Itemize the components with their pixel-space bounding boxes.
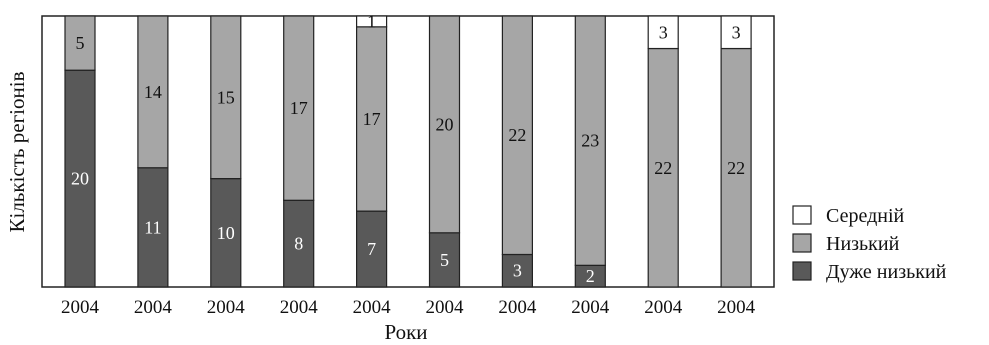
- bar-data-label: 17: [290, 98, 308, 118]
- bar-data-label: 2: [586, 266, 595, 286]
- bar-data-label: 15: [217, 87, 235, 107]
- bar-segment: [283, 199, 315, 288]
- bar-segment: [356, 26, 388, 212]
- legend-label: Середній: [826, 205, 905, 227]
- bar-data-label: 20: [71, 169, 89, 189]
- legend: Середній Низький Дуже низький: [792, 205, 947, 283]
- bar-data-label: 7: [367, 239, 376, 259]
- bar-segment: [501, 15, 533, 256]
- bar-data-label: 3: [513, 261, 522, 281]
- x-tick-label: 2004: [134, 297, 173, 318]
- bar-segment: [356, 210, 388, 288]
- bar-segment: [64, 15, 96, 71]
- bar-data-label: 3: [659, 22, 668, 42]
- bar-segment: [210, 15, 242, 180]
- plot-frame: [41, 15, 775, 288]
- x-tick-label: 2004: [717, 297, 756, 318]
- bar-data-label: 5: [76, 33, 85, 53]
- bar-data-label: 20: [436, 114, 454, 134]
- bar-segment: [574, 15, 606, 266]
- x-tick-label: 2004: [498, 297, 537, 318]
- legend-label: Низький: [826, 233, 900, 255]
- y-axis-label: Кількість регіонів: [5, 71, 29, 232]
- x-axis-label: Роки: [384, 320, 427, 344]
- bar-segment: [647, 15, 679, 50]
- x-tick-label: 2004: [426, 297, 465, 318]
- x-tick-label: 2004: [207, 297, 246, 318]
- bar-segment: [356, 15, 388, 28]
- bar-segment: [428, 15, 461, 234]
- bar-data-label: 23: [581, 131, 599, 151]
- x-tick-label: 2004: [61, 297, 100, 318]
- legend-swatch: [792, 261, 812, 281]
- bar-data-label: 14: [144, 82, 162, 102]
- bar-data-label: 22: [508, 125, 526, 145]
- bar-data-label: 10: [217, 223, 235, 243]
- bar-segment: [720, 15, 752, 50]
- bar-data-label: 5: [440, 250, 449, 270]
- bar-data-label: 3: [732, 22, 741, 42]
- x-tick-label: 2004: [571, 297, 610, 318]
- bar-data-label: 8: [294, 234, 303, 254]
- bar-segment: [137, 15, 169, 169]
- x-tick-label: 2004: [353, 297, 392, 318]
- x-tick-label: 2004: [644, 297, 683, 318]
- x-tick-labels: 2004 2004 2004 2004 2004 2004 2004 2004 2004 2004: [61, 297, 756, 318]
- x-tick-label: 2004: [280, 297, 319, 318]
- bar-data-label: 11: [144, 217, 161, 237]
- bar-segment: [647, 47, 679, 288]
- bar-data-label: 22: [727, 158, 745, 178]
- bar-segment: [210, 178, 242, 288]
- bar-segment: [501, 253, 533, 288]
- bar-data-label: 17: [363, 109, 381, 129]
- bar-segment: [428, 232, 461, 288]
- legend-swatch: [792, 233, 812, 253]
- legend-swatch: [792, 205, 812, 225]
- legend-label: Дуже низький: [826, 261, 947, 283]
- bar-data-label: 1: [367, 11, 376, 31]
- bar-segment: [283, 15, 315, 201]
- bar-data-label: 22: [654, 158, 672, 178]
